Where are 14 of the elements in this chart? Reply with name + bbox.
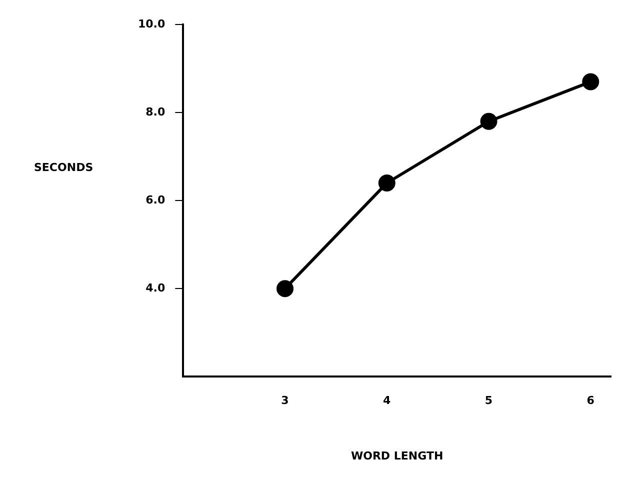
x-axis-title: WORD LENGTH — [350, 449, 444, 462]
y-tick-label: 8.0 — [146, 105, 166, 118]
y-tick-label: 10.0 — [138, 17, 166, 30]
x-tick-label: 4 — [383, 394, 392, 408]
x-tick-label: 5 — [484, 394, 493, 408]
x-tick-label: 3 — [281, 394, 289, 408]
point — [480, 112, 498, 130]
point — [276, 280, 294, 298]
y-axis-title: SECONDS — [34, 160, 94, 174]
y-tick-label: 4.0 — [146, 281, 166, 294]
y-tick-label: 6.0 — [146, 193, 166, 206]
point — [582, 73, 600, 90]
point — [378, 174, 396, 192]
x-tick-label: 6 — [586, 394, 595, 408]
